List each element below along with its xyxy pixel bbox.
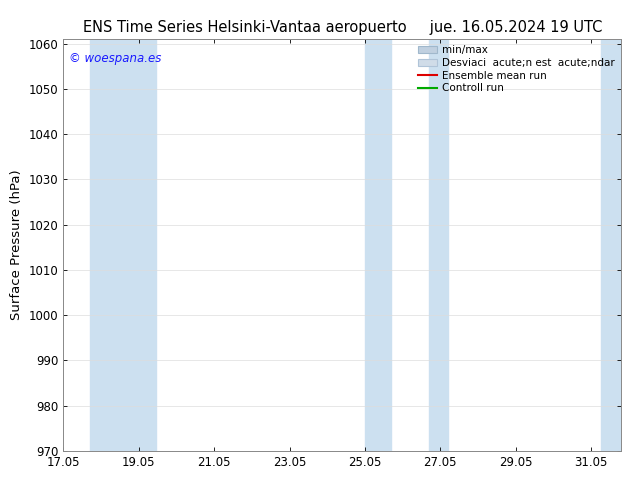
Bar <box>600 39 621 451</box>
Title: ENS Time Series Helsinki-Vantaa aeropuerto     jue. 16.05.2024 19 UTC: ENS Time Series Helsinki-Vantaa aeropuer… <box>82 20 602 35</box>
Y-axis label: Surface Pressure (hPa): Surface Pressure (hPa) <box>10 170 23 320</box>
Bar <box>90 39 156 451</box>
Text: © woespana.es: © woespana.es <box>69 51 162 65</box>
Bar <box>365 39 391 451</box>
Bar <box>429 39 448 451</box>
Legend: min/max, Desviaci  acute;n est  acute;ndar, Ensemble mean run, Controll run: min/max, Desviaci acute;n est acute;ndar… <box>415 42 618 97</box>
